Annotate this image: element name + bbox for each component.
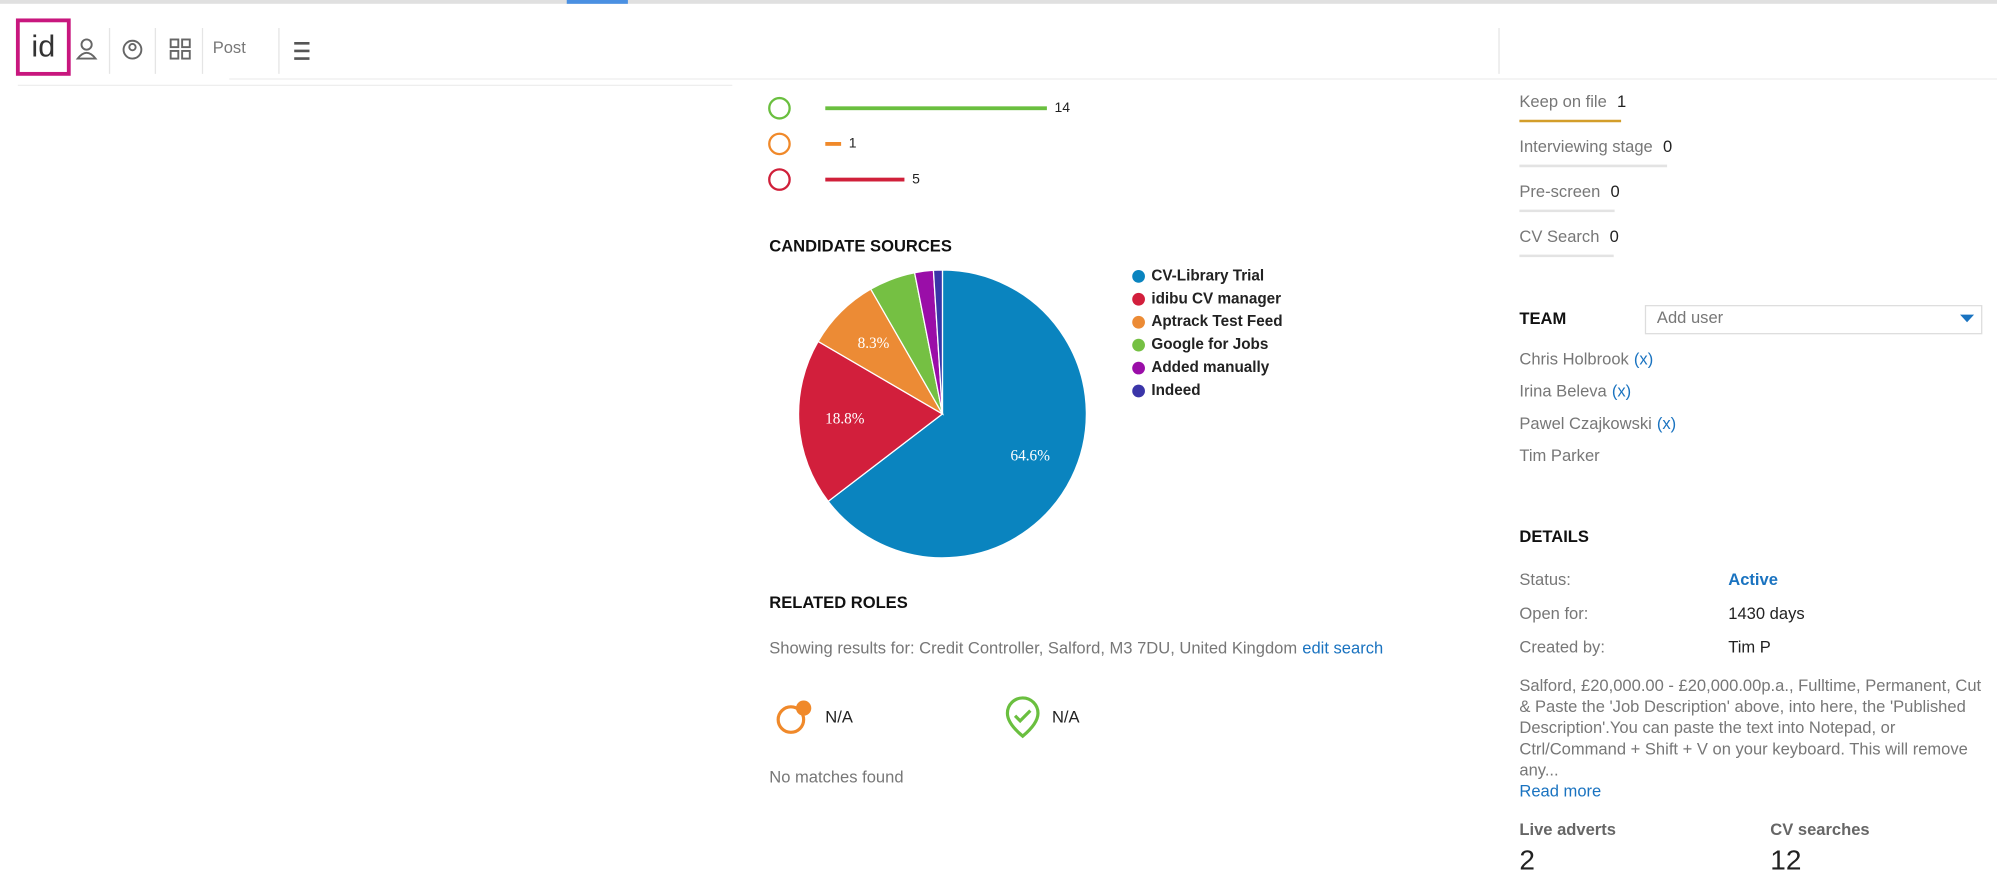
score: N/A <box>825 708 853 727</box>
legend-label[interactable]: Added manually <box>1151 359 1269 376</box>
team-member: Chris Holbrook (x) <box>1519 350 1653 369</box>
legend-swatch <box>1132 384 1145 398</box>
detail-value: 1430 days <box>1728 604 1804 623</box>
legend-label[interactable]: CV-Library Trial <box>1151 267 1264 284</box>
search-summary: Showing results for: Credit Controller, … <box>769 639 1383 658</box>
pie-chart: 64.6% 18.8% 8.3% <box>797 269 1088 559</box>
logo-box[interactable] <box>15 18 71 76</box>
detail-label: Open for: <box>1519 604 1588 623</box>
detail-value: Tim P <box>1728 638 1771 657</box>
stage-label: CV Search <box>1519 227 1599 246</box>
status-icon <box>768 168 791 191</box>
stage-count: 1 <box>1617 93 1626 112</box>
detail-value: Active <box>1728 570 1778 589</box>
section-title: TEAM <box>1519 309 1566 328</box>
remove-member[interactable]: (x) <box>1634 350 1653 369</box>
team-member: Pawel Czajkowski (x) <box>1519 414 1676 433</box>
stage-label: Keep on file <box>1519 93 1606 112</box>
legend-swatch <box>1132 292 1145 306</box>
nav-dividers <box>108 28 1500 74</box>
stat-value: 12 <box>1770 845 1801 876</box>
score: N/A <box>1052 708 1080 727</box>
member-name: Tim Parker <box>1519 446 1600 465</box>
section-title: DETAILS <box>1519 527 1589 546</box>
stage[interactable]: Interviewing stage 0 <box>1519 137 1672 156</box>
legend-swatch <box>1132 338 1145 352</box>
count-label: 14 <box>1055 99 1071 115</box>
legend-label[interactable]: Aptrack Test Feed <box>1151 313 1282 330</box>
description-line: & Paste the 'Job Description' above, int… <box>1519 697 1965 716</box>
count-bar <box>825 106 1047 111</box>
stage-count: 0 <box>1611 182 1620 201</box>
stage-count: 0 <box>1610 227 1619 246</box>
detail-label: Status: <box>1519 570 1571 589</box>
dropdown-arrow[interactable] <box>1960 314 1975 323</box>
description-line: Ctrl/Command + Shift + V on your keyboar… <box>1519 739 1967 758</box>
stat-value: 2 <box>1519 845 1535 876</box>
remove-member[interactable]: (x) <box>1612 382 1631 401</box>
status-icon <box>768 96 791 120</box>
team-member: Irina Beleva (x) <box>1519 382 1631 401</box>
pie-slice <box>827 269 1088 559</box>
legend-label[interactable]: Google for Jobs <box>1151 336 1268 353</box>
legend-swatch <box>1132 315 1145 329</box>
nav-icons[interactable] <box>75 38 310 60</box>
stage[interactable]: Keep on file 1 <box>1519 93 1626 112</box>
read-more[interactable]: Read more <box>1519 782 1601 801</box>
top-bar <box>0 0 1997 4</box>
member-name: Irina Beleva <box>1519 382 1607 401</box>
edit-search[interactable]: edit search <box>1302 639 1383 658</box>
member-name: Pawel Czajkowski <box>1519 414 1651 433</box>
active-tab <box>566 0 628 4</box>
stage-count: 0 <box>1663 137 1672 156</box>
count-label: 5 <box>912 170 920 186</box>
description-line: Description'.You can paste the text into… <box>1519 718 1895 737</box>
slice-label: 18.8% <box>825 411 865 428</box>
detail-label: Created by: <box>1519 638 1605 657</box>
legend: CV-Library Trial idibu CV manager Aptrack … <box>1132 267 1283 399</box>
description: Salford, £20,000.00 - £20,000.00p.a., Fu… <box>1519 676 1981 780</box>
section-title: CANDIDATE SOURCES <box>769 236 952 255</box>
team-member: Tim Parker <box>1519 446 1600 465</box>
logo: id <box>31 29 55 63</box>
nav-post[interactable]: Post <box>213 38 247 57</box>
stat-label: CV searches <box>1770 820 1869 839</box>
placeholder: Add user <box>1657 308 1724 327</box>
add-user-input[interactable] <box>1644 305 1983 335</box>
stage[interactable]: CV Search 0 <box>1519 227 1618 246</box>
team-list: Chris Holbrook (x)Irina Beleva (x)Pawel Cz… <box>1519 350 1676 466</box>
stat-label: Live adverts <box>1519 820 1616 839</box>
member-name: Chris Holbrook <box>1519 350 1629 369</box>
status-counts: 14 1 5 <box>768 96 1071 191</box>
stats: Live adverts 2 CV searches 12 <box>1519 820 1869 876</box>
count-label: 1 <box>849 135 857 151</box>
legend-swatch <box>1132 361 1145 375</box>
showing: Showing results for: Credit Controller, … <box>769 639 1297 658</box>
details: Status: Active Open for: 1430 days Created b… <box>1519 570 1804 657</box>
count-bar <box>825 177 905 182</box>
description-line: Salford, £20,000.00 - £20,000.00p.a., Fu… <box>1519 676 1981 695</box>
legend-swatch <box>1132 270 1145 283</box>
legend-label[interactable]: Indeed <box>1151 382 1200 399</box>
stage-label: Interviewing stage <box>1519 137 1652 156</box>
section-title: RELATED ROLES <box>769 593 908 612</box>
stage[interactable]: Pre-screen 0 <box>1519 182 1619 201</box>
legend-label[interactable]: idibu CV manager <box>1151 290 1281 307</box>
pie-slice <box>932 269 944 414</box>
remove-member[interactable]: (x) <box>1657 414 1676 433</box>
score-icons <box>776 696 1040 739</box>
slice-label: 64.6% <box>1010 448 1050 465</box>
pie-slice <box>797 340 944 503</box>
slice-label: 8.3% <box>858 335 890 352</box>
status-icon <box>768 132 791 156</box>
stage-label: Pre-screen <box>1519 182 1600 201</box>
description-line: any... <box>1519 760 1558 779</box>
no-matches: No matches found <box>769 768 903 787</box>
count-bar <box>825 142 842 146</box>
